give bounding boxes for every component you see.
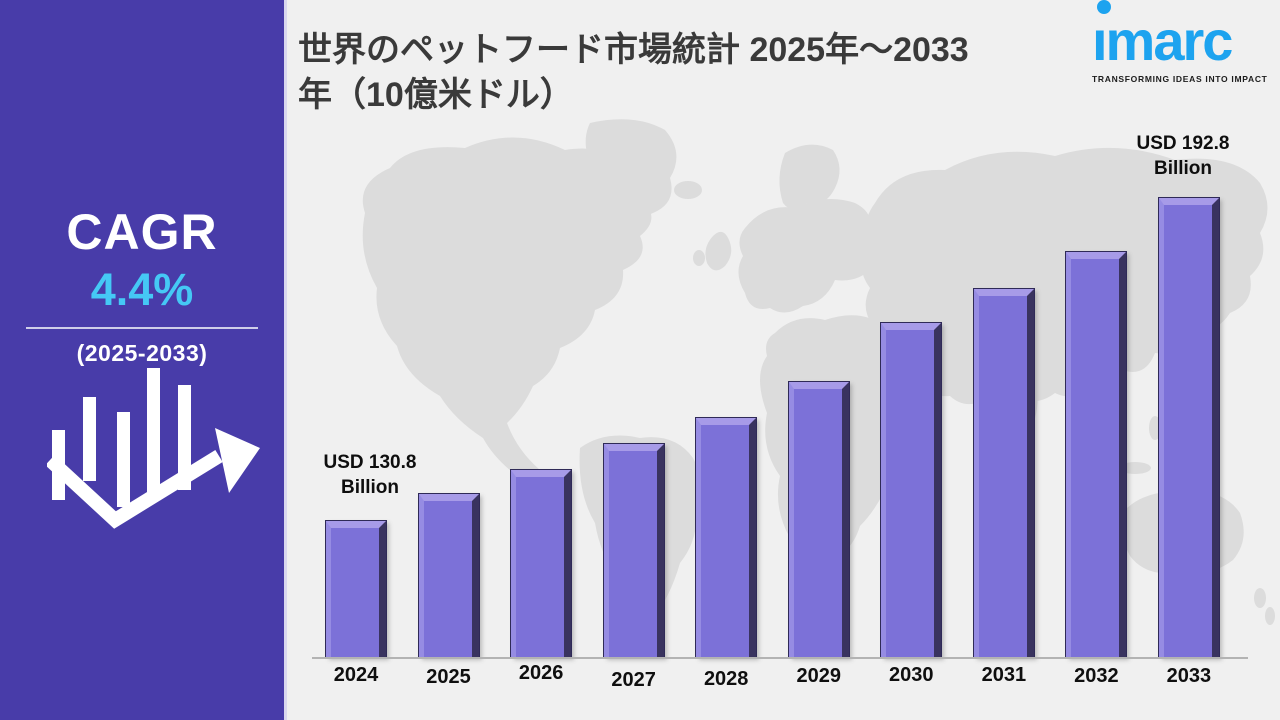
bar-chart bbox=[325, 197, 1220, 659]
x-label-2029: 2029 bbox=[796, 665, 841, 687]
last-bar-value-label: USD 192.8 Billion bbox=[1136, 133, 1230, 180]
x-label-2028: 2028 bbox=[703, 668, 749, 690]
cagr-value: 4.4% bbox=[90, 263, 194, 315]
x-axis-labels: 2024 2025 2026 2027 2028 2029 2030 2031 2032 2033 bbox=[326, 662, 1219, 691]
x-label-2033: 2033 bbox=[1166, 665, 1212, 687]
imarc-logo-wordmark: ımarc bbox=[1092, 0, 1233, 72]
bar-2026 bbox=[510, 469, 573, 659]
cagr-period: (2025-2033) bbox=[76, 339, 208, 366]
bar-chart-growth-arrow-icon bbox=[47, 368, 260, 529]
x-axis-line bbox=[312, 657, 1248, 659]
bar-2033 bbox=[1157, 197, 1220, 659]
cagr-label: CAGR bbox=[66, 204, 218, 260]
bar-2031 bbox=[972, 288, 1035, 659]
cagr-sidebar: CAGR 4.4% (2025-2033) bbox=[0, 0, 287, 720]
x-label-2027: 2027 bbox=[611, 669, 656, 691]
bar-2030 bbox=[880, 322, 943, 659]
first-bar-value-label: USD 130.8 Billion bbox=[323, 452, 417, 499]
x-label-2025: 2025 bbox=[426, 666, 471, 688]
bar-2032 bbox=[1065, 251, 1128, 659]
cagr-divider bbox=[26, 326, 258, 329]
x-label-2030: 2030 bbox=[889, 664, 934, 686]
imarc-logo-tagline: TRANSFORMING IDEAS INTO IMPACT bbox=[1092, 73, 1268, 84]
x-label-2032: 2032 bbox=[1074, 665, 1119, 687]
imarc-logo: ımarc TRANSFORMING IDEAS INTO IMPACT bbox=[1092, 0, 1272, 84]
page-title: 世界のペットフード市場統計 2025年～2033 年（10億米ドル） bbox=[298, 28, 1078, 118]
bar-2025 bbox=[417, 493, 480, 659]
bar-2027 bbox=[602, 443, 665, 659]
x-label-2026: 2026 bbox=[518, 662, 564, 684]
bar-2024 bbox=[325, 520, 387, 659]
bar-2028 bbox=[695, 417, 758, 659]
x-label-2024: 2024 bbox=[333, 664, 379, 686]
page-title-line1: 世界のペットフード市場統計 2025年～2033 bbox=[298, 31, 969, 69]
x-label-2031: 2031 bbox=[981, 664, 1027, 686]
page-title-line2: 年（10億米ドル） bbox=[298, 76, 574, 114]
cagr-block: CAGR 4.4% (2025-2033) bbox=[18, 206, 266, 367]
bar-2029 bbox=[787, 381, 850, 659]
